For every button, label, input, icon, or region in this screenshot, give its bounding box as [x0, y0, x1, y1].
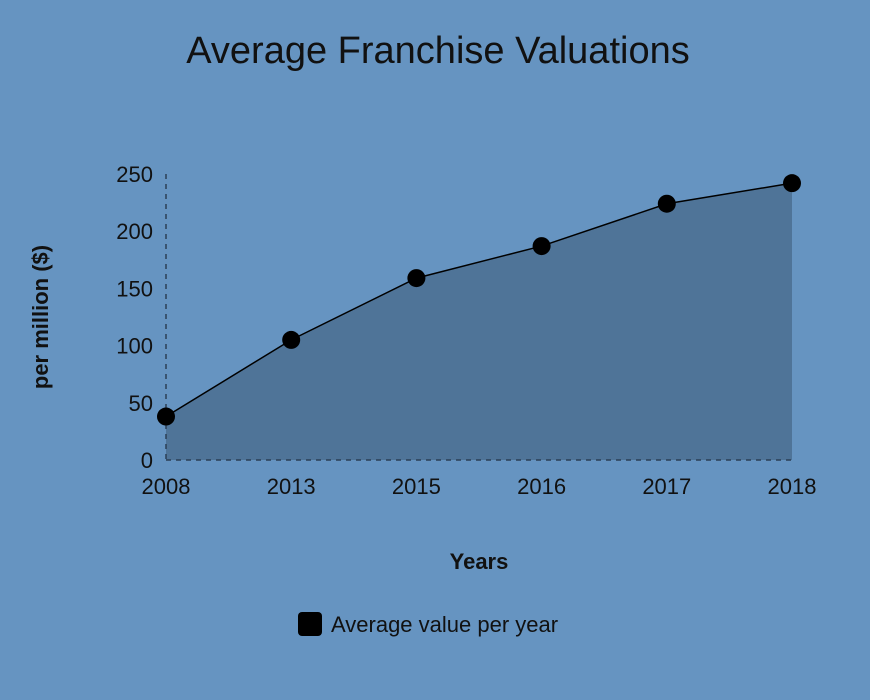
legend: Average value per year: [298, 612, 558, 637]
x-tick-label: 2018: [768, 474, 817, 499]
data-point: [532, 237, 551, 256]
x-axis-title: Years: [450, 549, 509, 574]
y-tick-label: 200: [116, 219, 153, 244]
y-tick-label: 0: [141, 448, 153, 473]
x-tick-label: 2013: [267, 474, 316, 499]
data-point: [657, 194, 676, 213]
x-tick-label: 2016: [517, 474, 566, 499]
plot-area: 0 50 100 150 200 250 2008 2013 2015 2016 2017 2018: [116, 162, 816, 499]
legend-label: Average value per year: [331, 612, 558, 637]
y-axis-title: per million ($): [28, 245, 53, 389]
y-tick-label: 50: [129, 391, 153, 416]
legend-swatch: [298, 612, 322, 636]
x-tick-label: 2015: [392, 474, 441, 499]
x-tick-label: 2008: [142, 474, 191, 499]
y-tick-label: 250: [116, 162, 153, 187]
data-point: [282, 330, 301, 349]
y-tick-label: 150: [116, 276, 153, 301]
series-line: [165, 182, 793, 418]
chart-title: Average Franchise Valuations: [186, 30, 689, 72]
series-area: [166, 183, 792, 461]
data-point: [157, 407, 175, 426]
y-tick-label: 100: [116, 334, 153, 359]
x-tick-label: 2017: [642, 474, 691, 499]
data-point: [407, 269, 426, 288]
data-point: [783, 174, 801, 193]
